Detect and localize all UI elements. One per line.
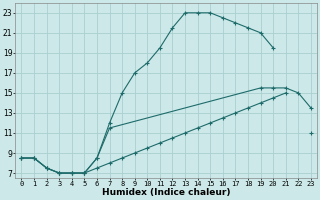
X-axis label: Humidex (Indice chaleur): Humidex (Indice chaleur)	[102, 188, 230, 197]
